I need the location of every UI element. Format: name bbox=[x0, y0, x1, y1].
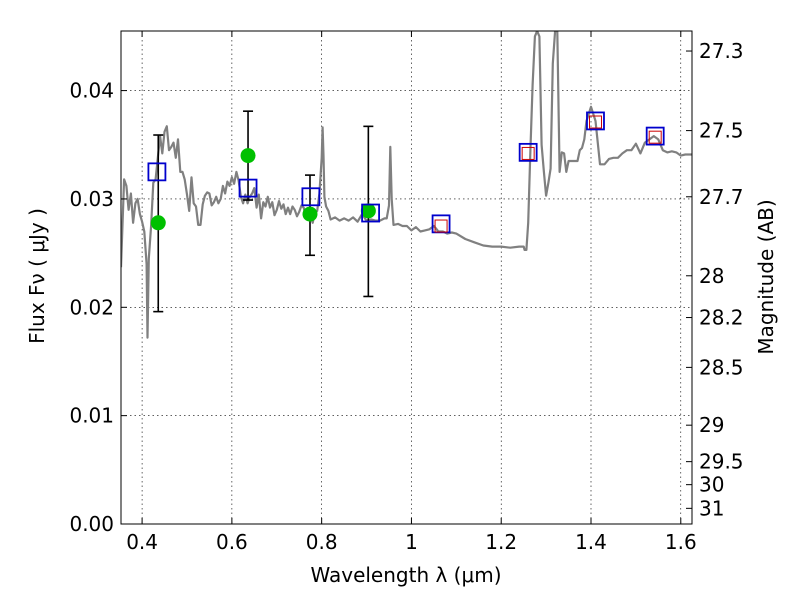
x-tick-label: 0.4 bbox=[126, 530, 158, 554]
y-tick-label: 0.02 bbox=[69, 295, 114, 319]
x-tick-label: 1.4 bbox=[575, 530, 607, 554]
magnitude-tick-label: 31 bbox=[699, 496, 724, 520]
ticks: 0.4 0.6 0.8 1 1.2 1.4 1.6 0.00 0.01 0.02 0.03 0.04 2… bbox=[69, 31, 744, 554]
y-tick-label: 0.00 bbox=[69, 512, 114, 536]
magnitude-tick-label: 27.5 bbox=[699, 119, 744, 143]
magnitude-tick-label: 27.3 bbox=[699, 39, 744, 63]
photometry-point bbox=[360, 203, 376, 219]
y-tick-label: 0.01 bbox=[69, 404, 114, 428]
x-axis-label: Wavelength λ (μm) bbox=[310, 563, 501, 587]
photometry-point bbox=[240, 148, 256, 164]
x-tick-label: 0.8 bbox=[306, 530, 338, 554]
magnitude-tick-label: 28.5 bbox=[699, 355, 744, 379]
observed-square-marker bbox=[434, 219, 448, 233]
observed-square-marker bbox=[521, 146, 535, 160]
observed-square-marker bbox=[588, 115, 602, 129]
model-square-marker bbox=[586, 111, 605, 131]
photometry-point bbox=[150, 215, 166, 231]
model-square-marker bbox=[518, 142, 538, 162]
x-tick-label: 1 bbox=[405, 530, 418, 554]
magnitude-tick-label: 28 bbox=[699, 264, 724, 288]
spectrum-series bbox=[121, 31, 692, 339]
x-tick-label: 0.6 bbox=[216, 530, 248, 554]
magnitude-axis-label: Magnitude (AB) bbox=[754, 199, 778, 354]
magnitude-tick-label: 29 bbox=[699, 413, 724, 437]
model-square-marker bbox=[301, 187, 321, 207]
plot-frame bbox=[120, 30, 693, 525]
model-square-marker bbox=[147, 162, 167, 182]
magnitude-tick-label: 28.2 bbox=[699, 306, 744, 330]
model-square-marker bbox=[645, 126, 665, 146]
x-tick-label: 1.2 bbox=[485, 530, 517, 554]
observed-square-marker bbox=[648, 130, 662, 144]
error-bars bbox=[153, 110, 374, 313]
spectrum-line bbox=[121, 31, 692, 339]
photometry-point bbox=[302, 206, 318, 222]
magnitude-tick-label: 27.7 bbox=[699, 185, 744, 209]
model-square-marker bbox=[361, 203, 380, 223]
grid bbox=[121, 31, 692, 525]
magnitude-tick-label: 30 bbox=[699, 473, 724, 497]
y-tick-label: 0.03 bbox=[69, 187, 114, 211]
model-square-marker bbox=[238, 178, 258, 198]
y-axis-label: Flux Fν ( μJy ) bbox=[25, 208, 49, 344]
magnitude-tick-label: 29.5 bbox=[699, 450, 744, 474]
data-points bbox=[147, 111, 665, 234]
x-tick-label: 1.6 bbox=[665, 530, 697, 554]
y-tick-label: 0.04 bbox=[69, 79, 114, 103]
